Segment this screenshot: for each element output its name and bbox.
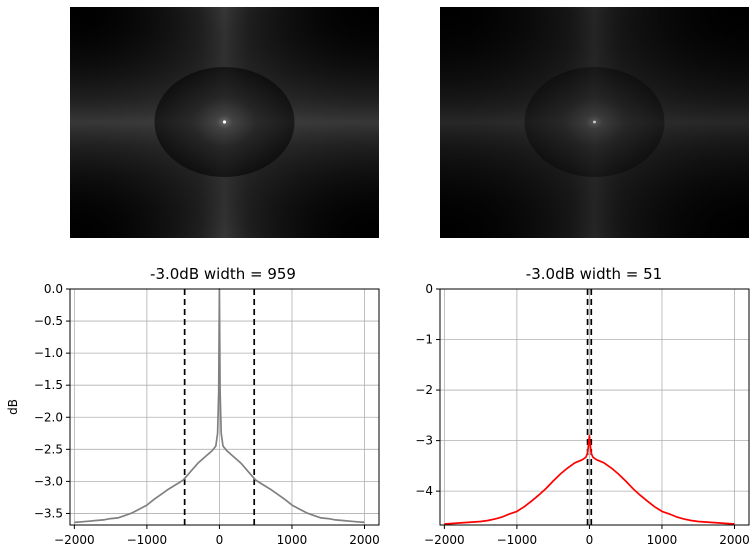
y-tick-label: −1.0 (34, 346, 63, 360)
x-tick-label: 0 (216, 533, 224, 547)
dc-peak-dot (593, 120, 596, 124)
x-tick-label: 0 (586, 533, 594, 547)
y-axis-label: dB (6, 399, 20, 415)
y-tick-label: −2 (415, 383, 433, 397)
x-tick-label: 1000 (277, 533, 308, 547)
spectrum-image-left (70, 7, 379, 238)
y-tick-label: −3.5 (34, 506, 63, 520)
plot-right: -3.0dB width = 51 −2000 −1000 0 1000 2000 0−… (415, 265, 749, 547)
x-tick-label: −1000 (127, 533, 168, 547)
x-tick-label: 2000 (349, 533, 380, 547)
x-tick-label: −2000 (54, 533, 95, 547)
gridlines (70, 288, 379, 525)
y-tick-label: 0 (425, 282, 433, 296)
y-tick-label: −4 (415, 484, 433, 498)
plot-title: -3.0dB width = 51 (526, 265, 662, 283)
gridlines (440, 288, 749, 525)
y-tick-label: −3.0 (34, 474, 63, 488)
plot-left: -3.0dB width = 959 dB −2000 −1000 0 1000 200… (6, 265, 380, 547)
y-tick-label: −3 (415, 434, 433, 448)
plot-title: -3.0dB width = 959 (150, 265, 296, 283)
x-ticks: −2000 −1000 0 1000 2000 (54, 525, 380, 547)
x-tick-label: 1000 (647, 533, 678, 547)
y-ticks: 0.0 −0.5 −1.0 −1.5 −2.0 −2.5 −3.0 −3.5 (34, 282, 70, 520)
spectrum-image-right (440, 7, 749, 238)
y-tick-label: −0.5 (34, 314, 63, 328)
y-tick-label: 0.0 (44, 282, 63, 296)
x-tick-label: −1000 (497, 533, 538, 547)
y-ticks: 0 −1 −2 −3 −4 (415, 282, 440, 498)
y-tick-label: −2.0 (34, 410, 63, 424)
y-tick-label: −2.5 (34, 442, 63, 456)
series (444, 434, 735, 525)
y-tick-label: −1 (415, 333, 433, 347)
y-tick-label: −1.5 (34, 378, 63, 392)
axes-frame (69, 288, 380, 526)
series-line (444, 434, 735, 525)
x-tick-label: −2000 (424, 533, 465, 547)
x-tick-label: 2000 (719, 533, 750, 547)
x-ticks: −2000 −1000 0 1000 2000 (424, 525, 750, 547)
dc-peak-dot (222, 120, 227, 124)
axes-frame (439, 288, 750, 526)
